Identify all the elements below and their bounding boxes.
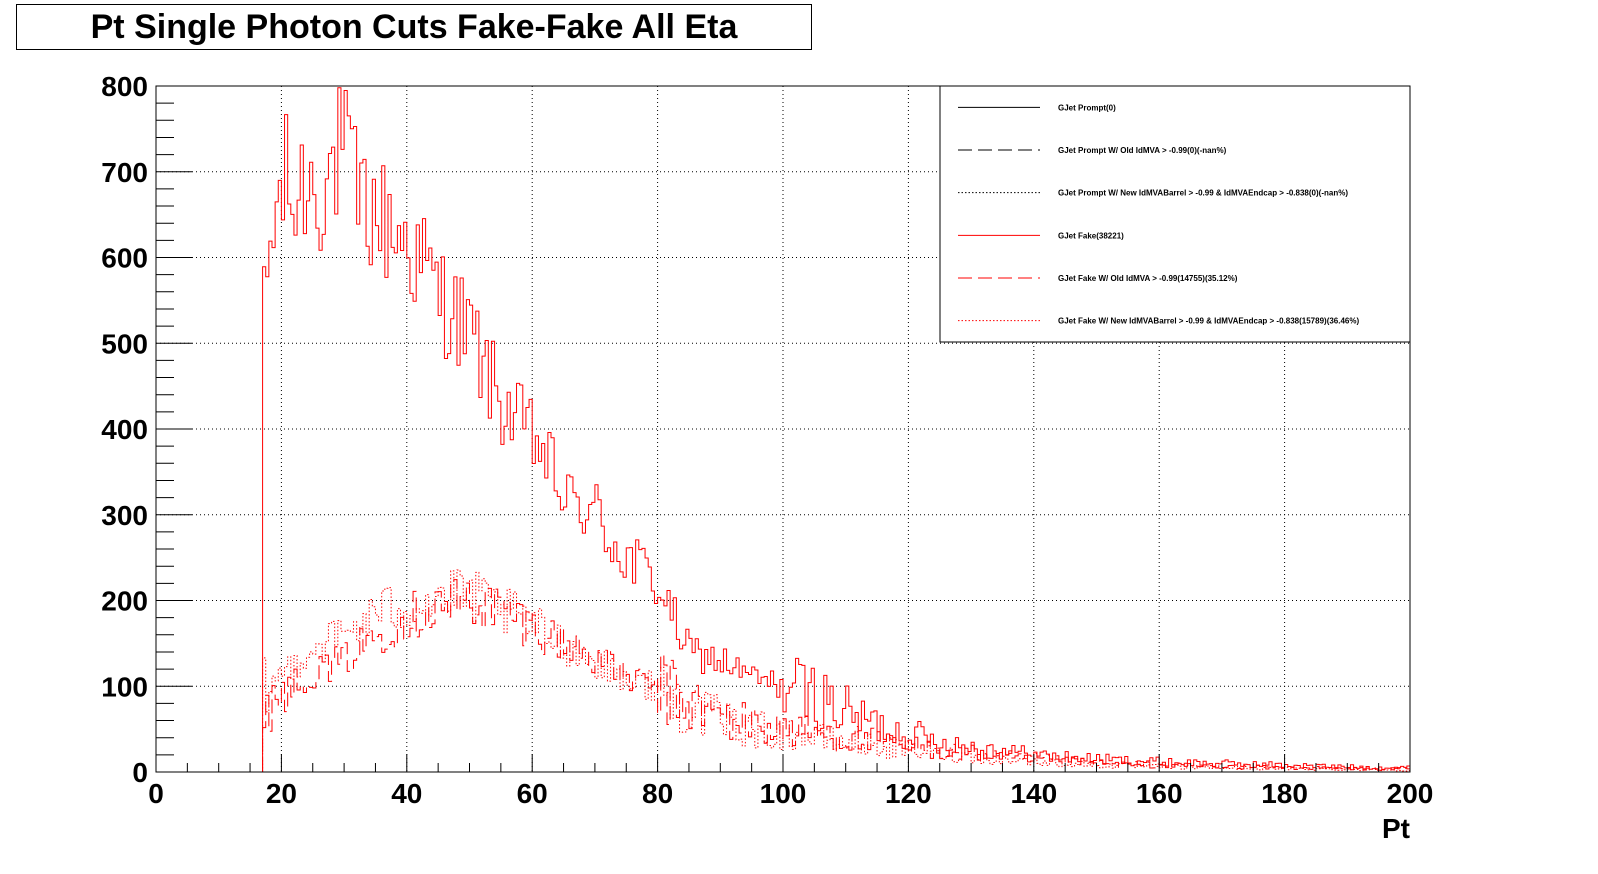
x-tick-label: 60: [517, 778, 548, 809]
x-tick-label: 40: [391, 778, 422, 809]
x-tick-label: 80: [642, 778, 673, 809]
y-tick-label: 0: [132, 757, 148, 788]
y-tick-label: 400: [101, 414, 148, 445]
legend-label-0: GJet Prompt(0): [1058, 103, 1116, 112]
y-tick-label: 500: [101, 328, 148, 359]
x-tick-label: 100: [760, 778, 807, 809]
x-tick-label: 120: [885, 778, 932, 809]
y-tick-label: 800: [101, 71, 148, 102]
series-line-0: [262, 87, 1410, 772]
y-tick-label: 200: [101, 586, 148, 617]
x-tick-label: 0: [148, 778, 164, 809]
axis-ticks: 0 20 40 60 80 100 120 140 160 180 200 0 100 200 300 400…: [101, 71, 1433, 844]
chart-title-box: Pt Single Photon Cuts Fake-Fake All Eta: [16, 4, 812, 50]
legend-box: [939, 85, 1411, 343]
legend-label-4: GJet Fake W/ Old IdMVA > -0.99(14755)(35…: [1058, 274, 1238, 283]
x-tick-label: 140: [1010, 778, 1057, 809]
legend-label-3: GJet Fake(38221): [1058, 231, 1124, 240]
x-tick-label: 20: [266, 778, 297, 809]
x-tick-label: 160: [1136, 778, 1183, 809]
series-group: [262, 87, 1410, 772]
legend-label-1: GJet Prompt W/ Old IdMVA > -0.99(0)(-nan…: [1058, 146, 1227, 155]
series-line-1: [262, 579, 1410, 772]
y-tick-label: 300: [101, 500, 148, 531]
y-tick-label: 100: [101, 671, 148, 702]
x-tick-label: 180: [1261, 778, 1308, 809]
y-tick-label: 700: [101, 157, 148, 188]
x-tick-label: 200: [1387, 778, 1434, 809]
chart-title: Pt Single Photon Cuts Fake-Fake All Eta: [90, 7, 738, 46]
y-tick-label: 600: [101, 243, 148, 274]
legend-label-5: GJet Fake W/ New IdMVABarrel > -0.99 & I…: [1058, 317, 1359, 326]
legend-label-2: GJet Prompt W/ New IdMVABarrel > -0.99 &…: [1058, 189, 1348, 198]
legend: GJet Prompt(0) GJet Prompt W/ Old IdMVA >…: [939, 85, 1411, 343]
x-axis-title: Pt: [1382, 813, 1410, 844]
